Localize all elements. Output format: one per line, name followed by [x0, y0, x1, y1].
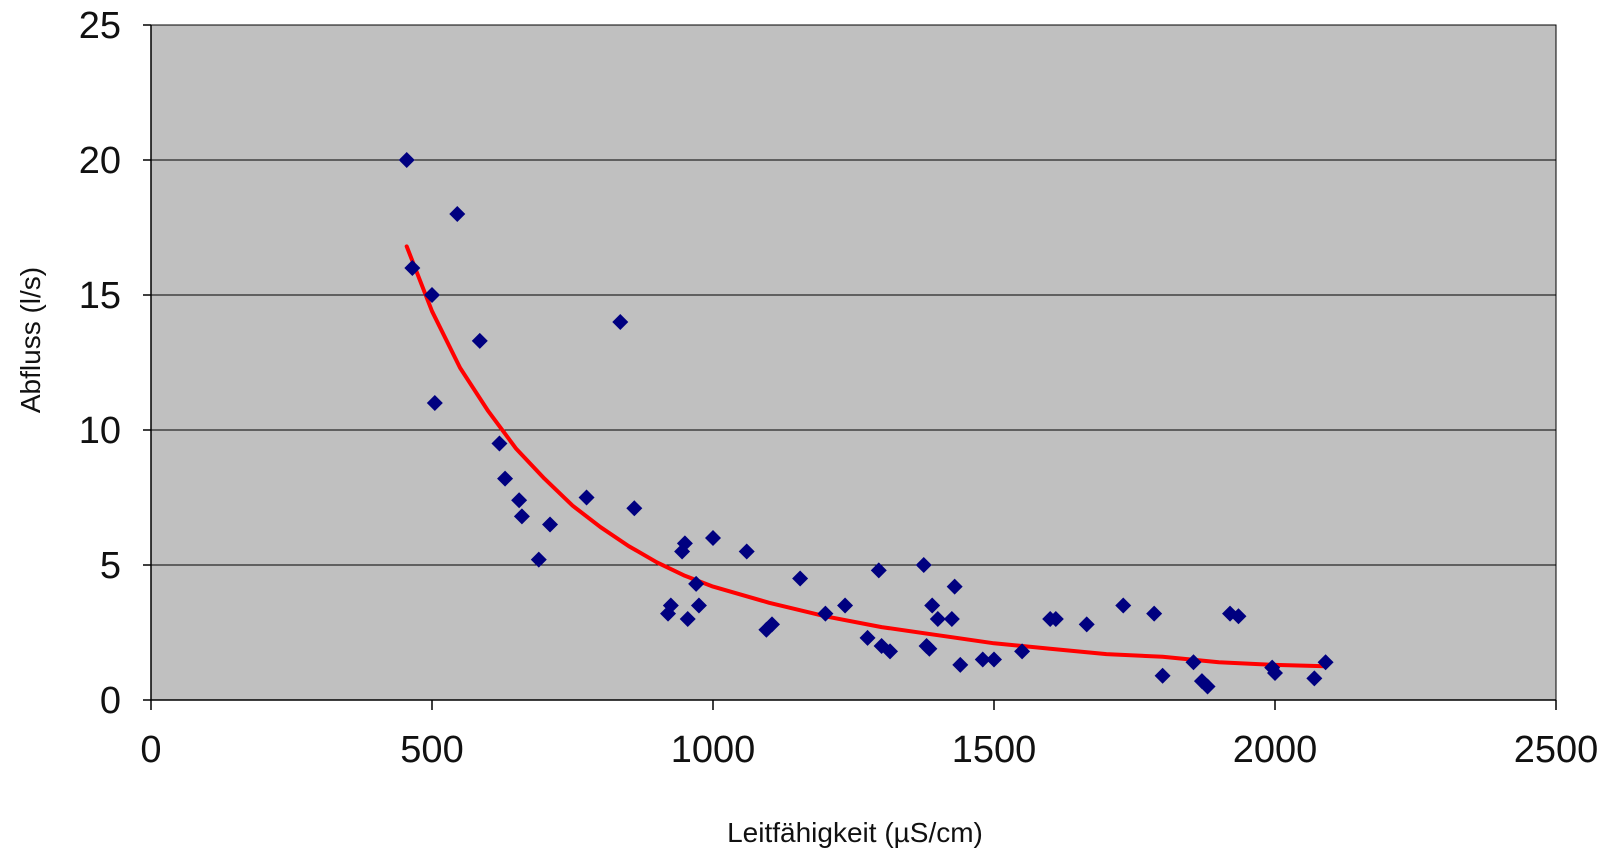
data-point-40 — [952, 656, 969, 673]
y-tick-labels: 0 5 10 15 20 25 — [79, 5, 121, 722]
y-tick-label-5: 5 — [100, 545, 121, 587]
data-point-27 — [817, 605, 834, 622]
data-point-49 — [1154, 667, 1171, 684]
data-point-42 — [986, 651, 1002, 668]
data-point-52 — [1199, 678, 1216, 695]
data-point-11 — [542, 516, 559, 533]
data-point-21 — [690, 597, 707, 614]
x-tick-label-1000: 1000 — [671, 729, 756, 771]
axes — [143, 24, 1557, 710]
grid-lines — [151, 159, 1556, 566]
data-point-20 — [688, 575, 705, 592]
data-point-2 — [424, 287, 440, 303]
data-point-48 — [1146, 605, 1163, 622]
data-point-6 — [491, 435, 508, 452]
data-point-14 — [626, 500, 643, 517]
data-point-50 — [1185, 654, 1202, 671]
y-axis-title: Abfluss (l/s) — [15, 267, 46, 413]
data-point-0 — [398, 152, 415, 168]
y-tick-label-25: 25 — [79, 5, 121, 47]
data-point-5 — [471, 332, 488, 349]
trend-line — [404, 244, 1328, 669]
data-point-9 — [513, 508, 530, 525]
x-tick-label-1500: 1500 — [952, 729, 1037, 771]
data-point-28 — [837, 597, 854, 614]
data-point-19 — [679, 611, 696, 627]
data-point-7 — [497, 470, 514, 487]
data-point-23 — [738, 543, 755, 560]
data-point-13 — [612, 314, 629, 330]
x-tick-labels: 0 500 1000 1500 2000 2500 — [140, 729, 1598, 771]
trend-line-path — [404, 244, 1328, 669]
data-point-30 — [870, 562, 887, 579]
y-tick-label-0: 0 — [100, 680, 121, 722]
data-point-10 — [530, 551, 547, 568]
data-point-4 — [449, 206, 466, 222]
data-point-39 — [946, 578, 963, 595]
data-point-8 — [511, 492, 528, 509]
data-point-33 — [915, 557, 932, 573]
data-point-47 — [1115, 597, 1132, 614]
data-point-35 — [921, 640, 938, 657]
data-points — [398, 152, 1334, 695]
x-tick-label-500: 500 — [400, 729, 463, 771]
data-point-22 — [705, 530, 721, 546]
data-point-36 — [924, 597, 941, 614]
data-point-57 — [1306, 670, 1323, 687]
data-point-29 — [859, 629, 876, 646]
x-tick-label-2000: 2000 — [1233, 729, 1318, 771]
data-point-12 — [578, 489, 595, 506]
data-point-58 — [1317, 654, 1334, 671]
plot-area — [150, 24, 1557, 701]
data-point-3 — [426, 395, 443, 411]
data-point-43 — [1014, 643, 1031, 660]
data-point-41 — [974, 651, 991, 668]
y-tick-label-20: 20 — [79, 140, 121, 182]
data-point-46 — [1078, 616, 1095, 633]
x-tick-label-0: 0 — [140, 729, 161, 771]
data-point-18 — [676, 535, 693, 552]
data-point-38 — [943, 611, 960, 627]
y-tick-label-15: 15 — [79, 275, 121, 317]
data-point-1 — [404, 260, 421, 276]
data-point-16 — [662, 597, 679, 614]
y-tick-label-10: 10 — [79, 410, 121, 452]
data-point-32 — [882, 643, 899, 660]
data-point-45 — [1047, 611, 1064, 627]
data-point-37 — [929, 611, 946, 627]
data-point-25 — [764, 616, 781, 633]
data-point-54 — [1230, 608, 1247, 625]
x-axis-title: Leitfähigkeit (µS/cm) — [727, 817, 983, 848]
data-point-56 — [1267, 665, 1283, 681]
x-tick-label-2500: 2500 — [1514, 729, 1599, 771]
data-point-26 — [792, 570, 809, 587]
